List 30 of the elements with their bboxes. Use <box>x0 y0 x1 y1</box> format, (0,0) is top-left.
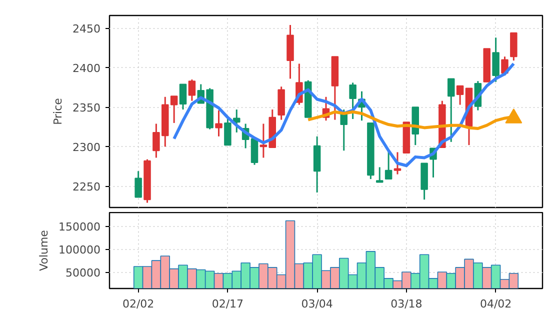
candlestick <box>233 108 240 134</box>
y-tick-label: 100000 <box>58 244 101 257</box>
y-axis-title: Volume <box>38 230 51 271</box>
candlestick <box>510 32 518 62</box>
y-axis-title: Price <box>52 98 65 125</box>
x-tick-label: 02/17 <box>212 298 244 310</box>
candlestick <box>179 83 187 110</box>
candlestick <box>224 116 232 146</box>
x-tick-label: 03/18 <box>390 298 422 310</box>
y-tick-label: 150000 <box>58 220 101 234</box>
candlestick <box>376 166 384 183</box>
candlestick <box>134 170 142 198</box>
candlestick <box>492 36 500 83</box>
candlestick <box>349 82 356 120</box>
candlestick <box>447 78 455 143</box>
y-tick-label: 50000 <box>66 266 101 280</box>
y-tick-label: 2400 <box>72 62 101 76</box>
candlestick <box>456 85 464 106</box>
candlestick <box>394 151 402 176</box>
candlestick <box>215 110 222 138</box>
x-tick-label: 02/02 <box>122 298 154 310</box>
candlestick <box>250 138 258 166</box>
y-tick-label: 2300 <box>72 141 101 154</box>
x-tick-label: 03/04 <box>301 298 333 310</box>
y-tick-label: 2450 <box>72 22 101 36</box>
candlestick <box>170 95 178 124</box>
x-tick-label: 04/02 <box>480 298 512 310</box>
y-tick-label: 2250 <box>72 180 101 194</box>
y-tick-label: 2350 <box>72 102 101 115</box>
candlestick <box>188 78 196 102</box>
